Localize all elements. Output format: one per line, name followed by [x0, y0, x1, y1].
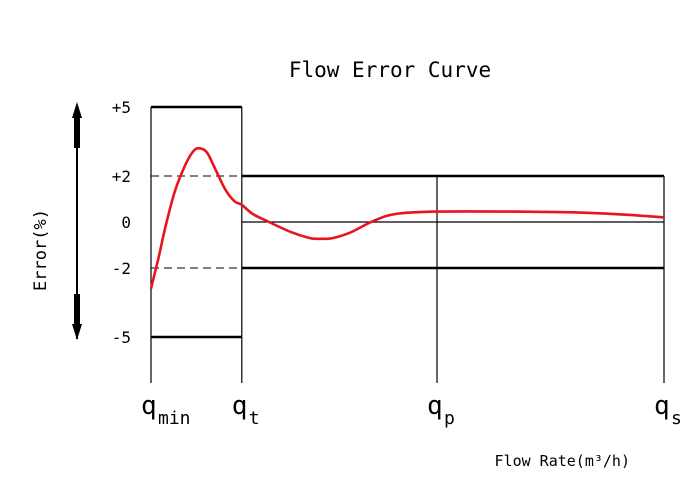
x-tick-sub: t [249, 408, 260, 429]
chart-title: Flow Error Curve [289, 58, 491, 82]
y-tick-label: -2 [112, 259, 131, 278]
y-axis-arrow [72, 102, 82, 340]
up-arrow-thick [74, 118, 80, 148]
y-tick-label: -5 [112, 328, 131, 347]
series-layer [149, 146, 665, 290]
error-curve-line [149, 146, 665, 290]
x-tick-sub: min [158, 408, 191, 429]
down-arrow-icon [72, 324, 82, 340]
y-axis-label-group: Error(%) [31, 209, 51, 291]
x-tick-sub: p [444, 408, 455, 429]
x-tick-main: q [427, 391, 443, 421]
y-tick-label: +2 [112, 167, 131, 186]
limit-lines [150, 105, 665, 383]
up-arrow-icon [72, 102, 82, 118]
y-tick-label: 0 [121, 213, 131, 232]
x-tick-main: q [654, 391, 670, 421]
x-axis-label: Flow Rate(m³/h) [495, 452, 630, 470]
y-axis-label: Error(%) [31, 209, 51, 291]
x-tick-sub: s [671, 408, 682, 429]
y-tick-label: +5 [112, 98, 131, 117]
down-arrow-thick [74, 294, 80, 324]
x-tick-qmin: q min [141, 391, 191, 429]
x-tick-main: q [141, 391, 157, 421]
x-tick-main: q [232, 391, 248, 421]
x-ticks: q min q t q p q s [141, 391, 682, 429]
y-ticks: +5 +2 0 -2 -5 [112, 98, 131, 347]
